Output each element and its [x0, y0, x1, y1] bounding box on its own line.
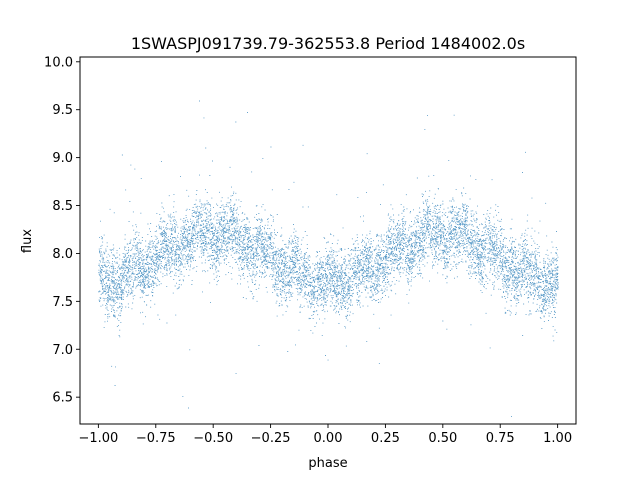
x-tick-label: −0.50 — [193, 431, 233, 446]
x-tick-label: 0.00 — [314, 431, 343, 446]
y-tick-label: 10.0 — [44, 55, 73, 70]
x-axis-label: phase — [308, 456, 347, 471]
y-tick-label: 7.0 — [52, 343, 73, 358]
x-tick-label: −0.25 — [251, 431, 291, 446]
y-tick-label: 8.0 — [52, 247, 73, 262]
y-tick-label: 6.5 — [52, 391, 73, 406]
y-tick-label: 9.5 — [52, 103, 73, 118]
y-tick-label: 7.5 — [52, 295, 73, 310]
y-tick-label: 8.5 — [52, 199, 73, 214]
x-axis: −1.00 −0.75 −0.50 −0.25 0.00 0.25 0.50 0.75 1.00 — [78, 424, 572, 446]
x-tick-label: 1.00 — [543, 431, 572, 446]
x-tick-label: 0.75 — [486, 431, 515, 446]
y-tick-label: 9.0 — [52, 151, 73, 166]
y-axis: 6.5 7.0 7.5 8.0 8.5 9.0 9.5 10.0 — [44, 55, 80, 406]
x-tick-label: 0.25 — [371, 431, 400, 446]
scatter-points — [98, 100, 559, 417]
chart-title: 1SWASPJ091739.79-362553.8 Period 1484002… — [131, 34, 525, 53]
scatter-point-cloud — [98, 100, 559, 417]
x-tick-label: −0.75 — [136, 431, 176, 446]
x-tick-label: −1.00 — [78, 431, 118, 446]
y-axis-label: flux — [20, 229, 35, 253]
x-tick-label: 0.50 — [428, 431, 457, 446]
